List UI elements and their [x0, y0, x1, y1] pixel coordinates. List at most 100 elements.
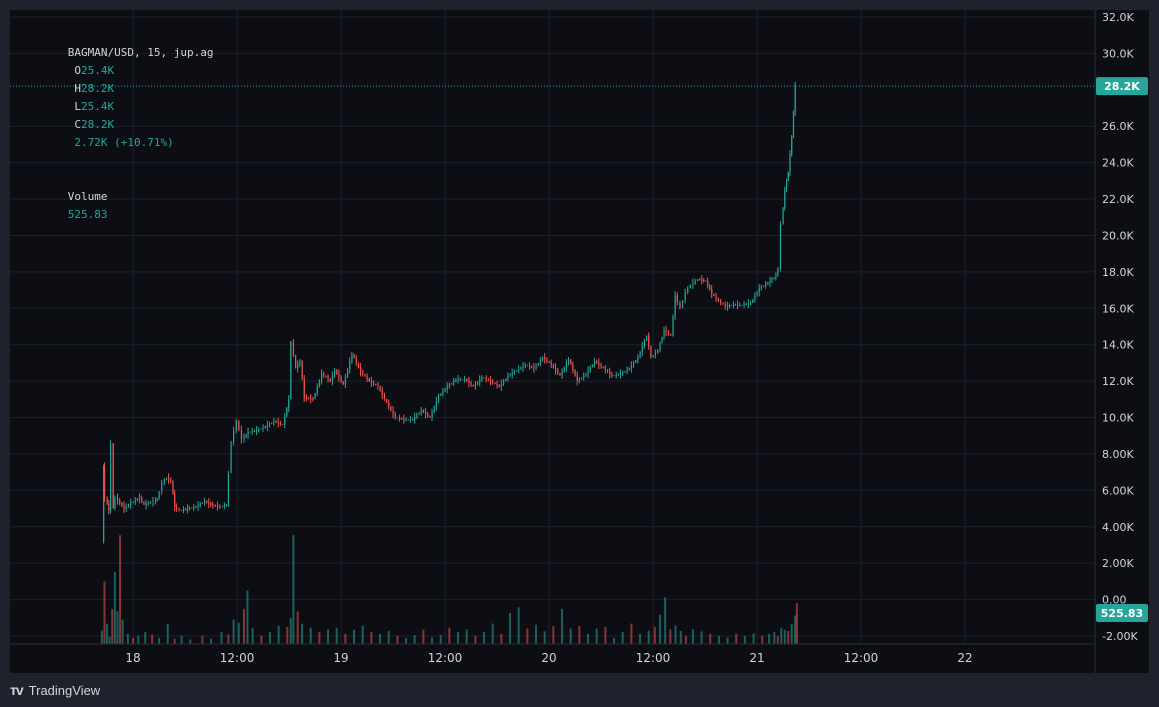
candle-body	[112, 443, 114, 509]
volume-bar	[768, 633, 771, 644]
candle-body	[191, 507, 193, 509]
candle-body	[785, 180, 788, 190]
candle-body	[251, 431, 253, 433]
volume-bar	[717, 635, 720, 644]
candle-body	[217, 505, 219, 507]
candle-body	[284, 416, 286, 425]
candle-body	[535, 365, 537, 369]
candle-body	[260, 428, 262, 430]
volume-bar	[604, 626, 607, 644]
candle-body	[639, 351, 641, 358]
candle-body	[773, 277, 775, 280]
candle-body	[106, 497, 108, 505]
y-tick-label: 16.0K	[1102, 302, 1134, 315]
candle-body	[373, 382, 375, 384]
candle-body	[500, 383, 503, 387]
price-chart[interactable]: 28.2K 525.83 32.0K 30.0K 26.0K 24.0K 22.0K 20.…	[10, 10, 1149, 673]
volume-bar	[773, 631, 776, 644]
candle-body	[779, 224, 782, 269]
candle-body	[364, 374, 366, 377]
candle-body	[568, 359, 570, 364]
candle-body	[513, 371, 516, 373]
volume-bar	[335, 627, 338, 644]
y-tick-label: 22.0K	[1102, 193, 1134, 206]
volume-bar	[543, 631, 546, 644]
candle-body	[750, 302, 752, 304]
volume-bar	[457, 631, 460, 644]
candle-body	[524, 364, 526, 367]
volume-bar	[679, 630, 682, 644]
volume-bar	[137, 635, 140, 644]
candle-body	[451, 382, 453, 385]
candle-body	[349, 361, 351, 370]
candle-body	[697, 279, 699, 281]
candle-body	[604, 368, 607, 371]
candle-body	[752, 299, 754, 303]
candle-body	[705, 280, 707, 282]
symbol-title[interactable]: BAGMAN/USD, 15, jup.ag	[67, 46, 214, 59]
candle-body	[310, 398, 312, 400]
candle-body	[734, 304, 737, 306]
volume-bar	[144, 631, 147, 644]
y-tick-label: 32.0K	[1102, 11, 1134, 24]
candle-body	[422, 410, 425, 413]
candle-body	[123, 505, 125, 509]
volume-bar	[658, 614, 661, 644]
volume-label[interactable]: Volume	[67, 190, 108, 203]
candle-body	[464, 379, 466, 381]
candle-body	[353, 353, 355, 359]
candle-body	[652, 355, 654, 358]
tradingview-logo-icon[interactable]: ᴛᴠ	[10, 682, 24, 698]
candle-body	[399, 417, 401, 419]
chart-panel[interactable]: 28.2K 525.83 32.0K 30.0K 26.0K 24.0K 22.0K 20.…	[10, 10, 1149, 673]
volume-bar	[318, 631, 321, 644]
candle-body	[201, 502, 204, 505]
candle-body	[707, 280, 709, 286]
candle-body	[386, 398, 388, 403]
candle-body	[516, 370, 518, 372]
candle-body	[299, 361, 301, 365]
candle-body	[684, 291, 686, 301]
y-tick-label: 18.0K	[1102, 266, 1134, 279]
volume-bar	[761, 635, 764, 644]
candle-body	[431, 412, 433, 418]
volume-bar	[613, 637, 616, 644]
candle-body	[221, 506, 224, 508]
volume-bar	[795, 603, 798, 644]
candle-body	[663, 330, 665, 337]
candle-body	[598, 362, 600, 365]
volume-bar	[517, 607, 520, 644]
candle-body	[760, 286, 763, 289]
candle-body	[703, 280, 705, 282]
volume-bar	[569, 628, 572, 644]
x-tick-label: 12:00	[844, 651, 879, 665]
candle-body	[574, 370, 576, 376]
volume-bar	[126, 633, 129, 644]
brand-name[interactable]: TradingView	[28, 682, 101, 698]
volume-bar	[669, 629, 672, 644]
candle-body	[433, 406, 435, 413]
candle-body	[308, 397, 310, 399]
candle-body	[741, 304, 743, 306]
candle-body	[233, 431, 235, 442]
candle-body	[297, 364, 299, 369]
candle-body	[256, 430, 258, 432]
open-label: O	[74, 64, 81, 77]
candle-body	[214, 505, 216, 507]
low-value: 25.4K	[81, 100, 115, 113]
footer: ᴛᴠ TradingView	[10, 680, 100, 700]
candle-body	[152, 501, 154, 503]
candle-body	[674, 295, 676, 316]
volume-bar	[790, 623, 793, 644]
y-tick-label: -2.00K	[1102, 630, 1138, 643]
candle-body	[342, 381, 344, 385]
candle-body	[314, 392, 316, 400]
volume-bar	[776, 635, 779, 644]
candle-body	[448, 384, 451, 387]
candle-body	[243, 436, 245, 440]
candle-body	[455, 379, 457, 382]
volume-bar	[483, 631, 486, 644]
candle-body	[277, 422, 279, 424]
candle-body	[520, 367, 522, 369]
candle-body	[457, 379, 459, 381]
